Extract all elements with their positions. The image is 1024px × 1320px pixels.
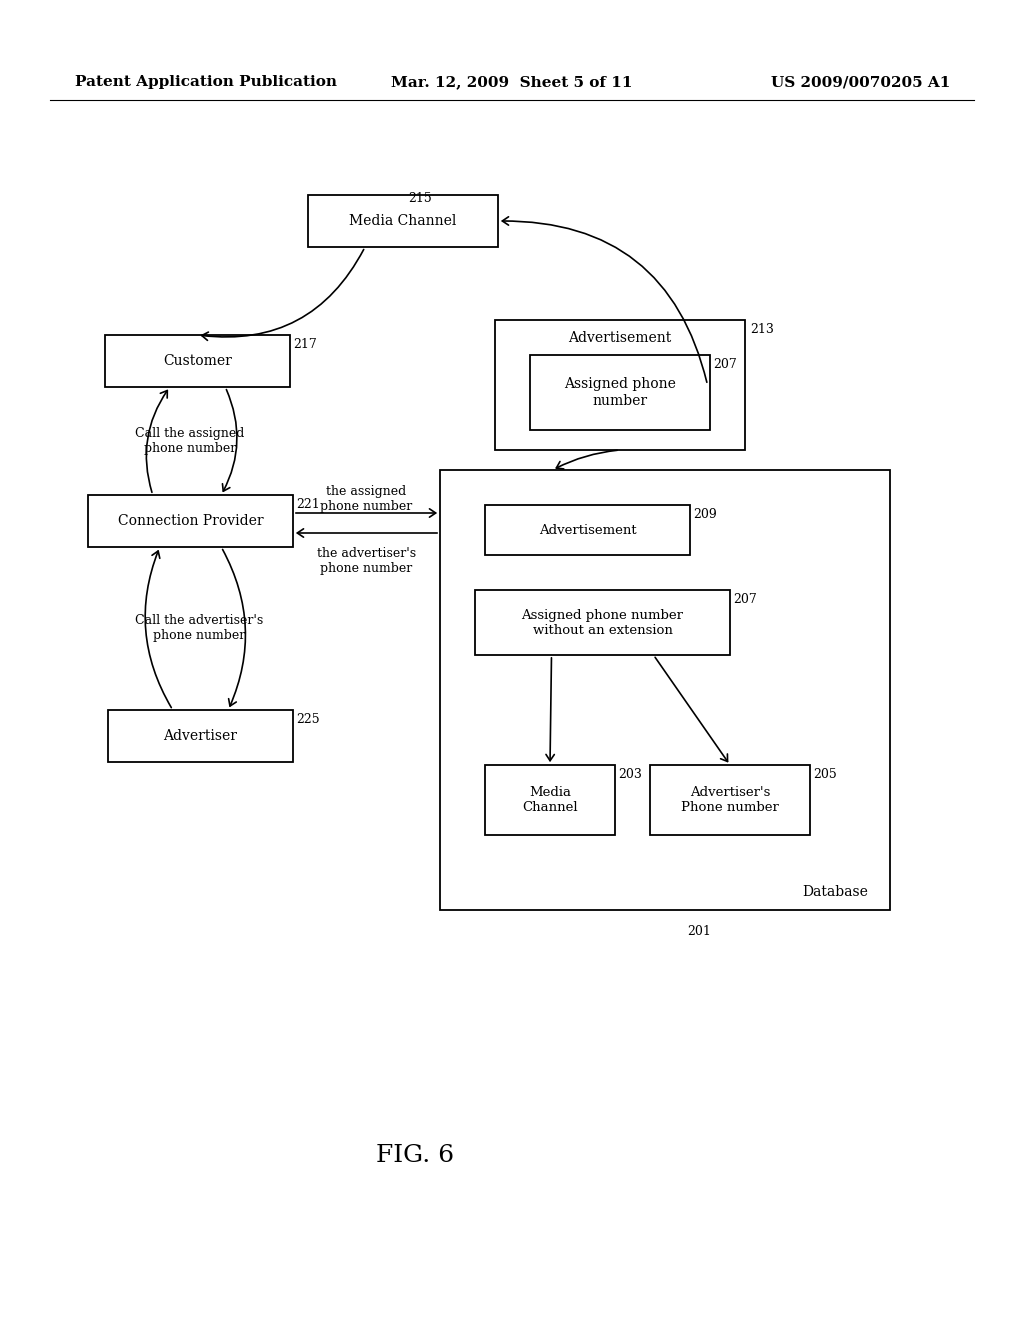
Text: Database: Database [802, 884, 868, 899]
Text: 221: 221 [296, 498, 319, 511]
Text: 201: 201 [687, 925, 712, 939]
Text: Assigned phone number
without an extension: Assigned phone number without an extensi… [521, 609, 683, 636]
Bar [108, 710, 293, 762]
Text: Assigned phone
number: Assigned phone number [564, 378, 676, 408]
Bar [88, 495, 293, 546]
Text: 217: 217 [293, 338, 316, 351]
Text: Call the advertiser's
phone number: Call the advertiser's phone number [135, 615, 263, 643]
Text: FIG. 6: FIG. 6 [376, 1143, 454, 1167]
Text: 205: 205 [813, 768, 837, 781]
Text: 225: 225 [296, 713, 319, 726]
Text: Advertiser: Advertiser [164, 729, 238, 743]
Bar [650, 766, 810, 836]
Bar [475, 590, 730, 655]
Text: 207: 207 [713, 358, 736, 371]
Bar [530, 355, 710, 430]
Bar [308, 195, 498, 247]
Text: Media Channel: Media Channel [349, 214, 457, 228]
Text: Customer: Customer [163, 354, 232, 368]
Text: 203: 203 [618, 768, 642, 781]
Text: Connection Provider: Connection Provider [118, 513, 263, 528]
Bar [495, 319, 745, 450]
Bar [485, 766, 615, 836]
Text: the advertiser's
phone number: the advertiser's phone number [317, 546, 416, 576]
Text: 207: 207 [733, 593, 757, 606]
Text: Call the assigned
phone number: Call the assigned phone number [135, 426, 245, 455]
Text: Mar. 12, 2009  Sheet 5 of 11: Mar. 12, 2009 Sheet 5 of 11 [391, 75, 633, 88]
Text: Advertisement: Advertisement [568, 331, 672, 345]
Text: US 2009/0070205 A1: US 2009/0070205 A1 [771, 75, 950, 88]
Text: 213: 213 [750, 323, 774, 337]
Bar [440, 470, 890, 909]
Bar [105, 335, 290, 387]
Text: 215: 215 [408, 191, 432, 205]
Text: Media
Channel: Media Channel [522, 785, 578, 814]
Text: Advertisement: Advertisement [539, 524, 636, 536]
Text: Patent Application Publication: Patent Application Publication [75, 75, 337, 88]
Text: Advertiser's
Phone number: Advertiser's Phone number [681, 785, 779, 814]
Text: 209: 209 [693, 508, 717, 521]
Text: the assigned
phone number: the assigned phone number [321, 484, 413, 513]
Bar [485, 506, 690, 554]
